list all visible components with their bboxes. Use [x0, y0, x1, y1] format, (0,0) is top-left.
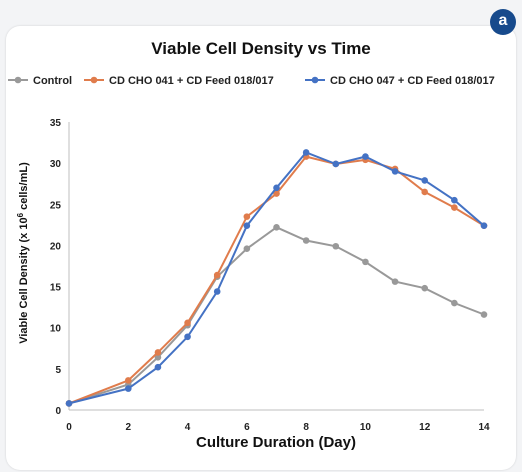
legend-swatch-marker	[14, 76, 22, 84]
legend-label: Control	[33, 75, 72, 87]
data-point	[213, 271, 221, 279]
y-tick-label: 35	[50, 118, 62, 129]
series-line	[68, 155, 485, 405]
data-point	[421, 188, 429, 196]
legend-item: CD CHO 041 + CD Feed 018/017	[84, 75, 274, 87]
x-tick-label: 4	[185, 422, 191, 433]
data-point	[124, 385, 132, 392]
data-point	[184, 333, 191, 341]
data-point	[273, 224, 280, 231]
x-tick-label: 6	[244, 422, 250, 433]
y-axis-label: Viable Cell Density (x 106 cells/mL)	[16, 162, 30, 344]
data-point	[421, 284, 429, 292]
data-point	[184, 319, 191, 327]
panel-label-badge: a	[490, 9, 516, 35]
axes	[68, 122, 484, 411]
x-tick-label: 12	[419, 422, 431, 433]
x-tick-label: 14	[478, 422, 490, 433]
legend-swatch-marker	[311, 76, 319, 84]
legend-label: CD CHO 047 + CD Feed 018/017	[330, 75, 495, 87]
data-point	[302, 237, 310, 244]
y-tick-label: 20	[50, 241, 62, 252]
x-tick-label: 8	[303, 422, 309, 433]
data-point	[243, 245, 251, 253]
y-tick-label: 5	[55, 365, 61, 376]
data-point	[154, 363, 162, 371]
legend-item: CD CHO 047 + CD Feed 018/017	[305, 75, 495, 87]
data-point	[213, 288, 221, 295]
data-point	[362, 258, 369, 266]
series-group	[65, 149, 488, 407]
series-line	[68, 151, 485, 405]
data-point	[451, 299, 458, 307]
y-tick-label: 15	[50, 283, 62, 294]
x-tick-labels: 0 2 4 6 8 10 12 14	[66, 422, 490, 433]
legend-label: CD CHO 041 + CD Feed 018/017	[109, 75, 274, 87]
data-point	[154, 354, 162, 361]
data-point	[273, 184, 280, 192]
legend-item: Control	[8, 75, 72, 87]
data-point	[332, 242, 340, 250]
x-tick-label: 0	[66, 422, 72, 433]
data-point	[362, 153, 369, 160]
series-2	[65, 153, 488, 407]
data-point	[273, 190, 280, 197]
series-line	[68, 226, 485, 405]
data-point	[451, 196, 458, 204]
data-point	[154, 349, 162, 356]
data-point	[391, 278, 399, 285]
data-point	[332, 160, 340, 168]
chart-title: Viable Cell Density vs Time	[151, 39, 371, 58]
x-tick-label: 10	[360, 422, 372, 433]
data-point	[391, 168, 399, 175]
y-tick-label: 0	[55, 406, 61, 417]
y-axis-label-unit: cells/mL)	[18, 162, 30, 213]
y-tick-label: 25	[50, 200, 62, 211]
y-axis-label-main: Viable Cell Density (x 10	[18, 217, 30, 343]
y-tick-label: 10	[50, 324, 62, 335]
x-tick-label: 2	[126, 422, 132, 433]
data-point	[451, 204, 458, 211]
data-point	[124, 377, 132, 384]
data-point	[243, 222, 251, 229]
x-axis-label: Culture Duration (Day)	[196, 434, 356, 451]
data-point	[65, 400, 73, 407]
legend-swatch-marker	[90, 76, 98, 84]
data-point	[302, 149, 310, 156]
data-point	[243, 213, 251, 220]
data-point	[421, 177, 429, 184]
data-point	[480, 311, 488, 318]
y-axis-label-exponent: 6	[16, 212, 25, 217]
data-point	[480, 222, 488, 229]
y-tick-labels: 0 5 10 15 20 25 30 35	[50, 118, 62, 417]
y-tick-label: 30	[50, 159, 62, 170]
series-3	[65, 149, 488, 407]
legend: Control CD CHO 041 + CD Feed 018/017 CD CH…	[8, 75, 495, 87]
